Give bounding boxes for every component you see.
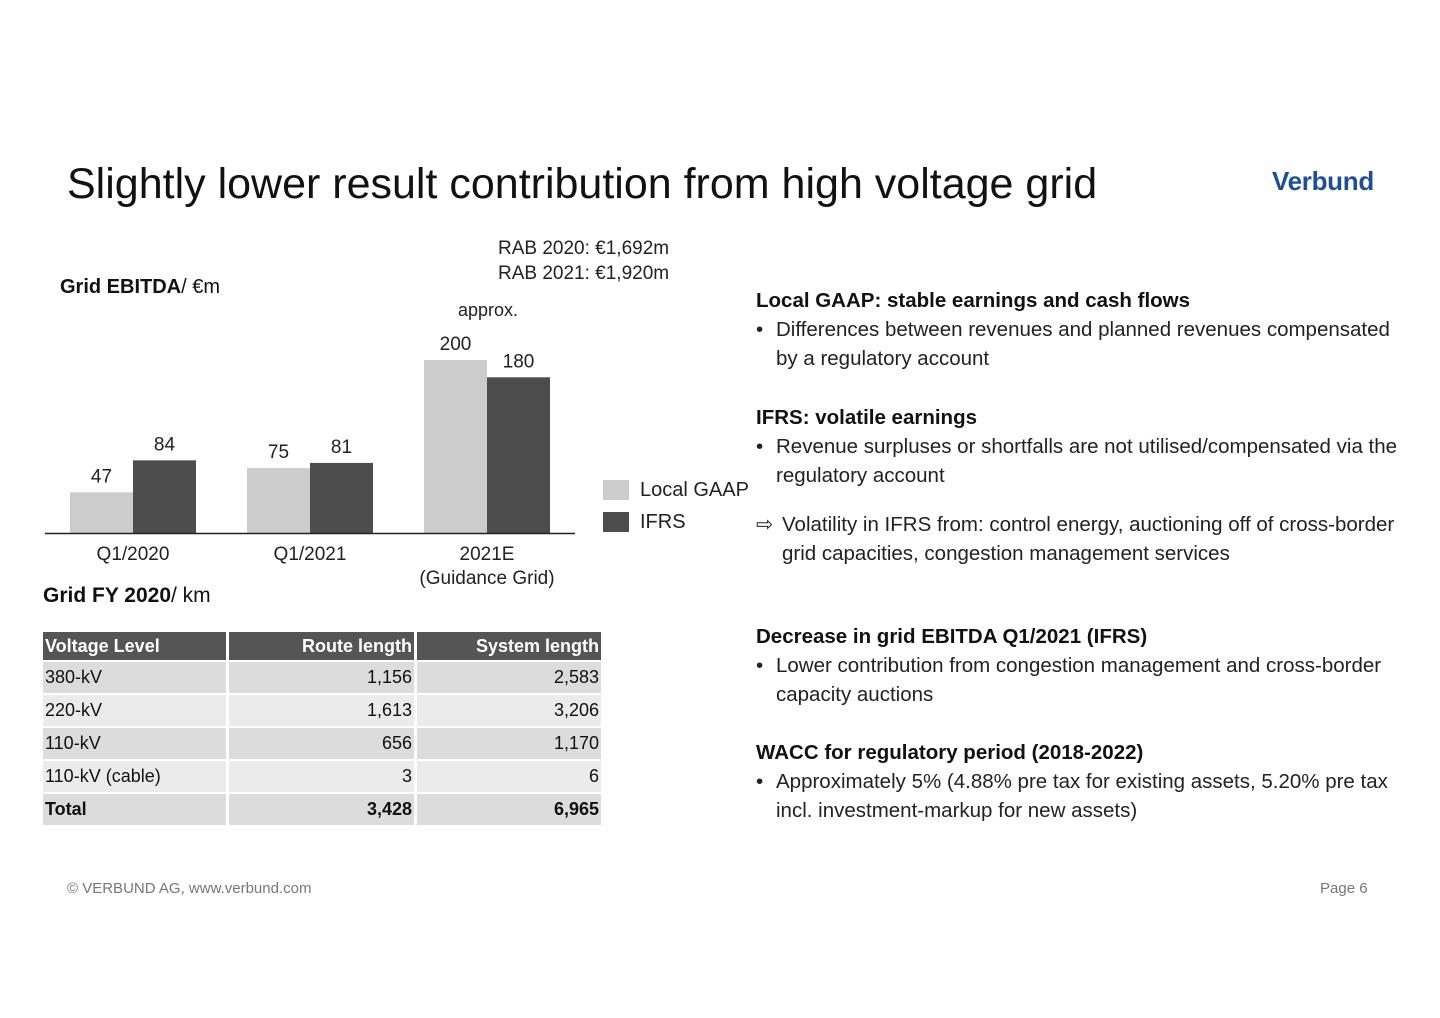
table-title-unit: / km: [171, 584, 211, 607]
cell-voltage: Total: [43, 794, 229, 827]
cell-system: 6,965: [417, 794, 601, 827]
section-wacc: WACC for regulatory period (2018-2022) •…: [756, 738, 1406, 825]
cell-voltage: 110-kV: [43, 728, 229, 761]
category-label: Q1/2020: [97, 544, 170, 565]
chart-legend: Local GAAP IFRS: [603, 474, 749, 538]
category-sublabel: (Guidance Grid): [419, 568, 554, 589]
bullet-dot-icon: •: [756, 318, 764, 341]
heading-local-gaap: Local GAAP: stable earnings and cash flo…: [756, 289, 1191, 312]
cell-route: 3,428: [229, 794, 417, 827]
footer-page-number: Page 6: [1320, 880, 1368, 897]
data-label-ifrs: 81: [331, 437, 352, 458]
volatility-text: Volatility in IFRS from: control energy,…: [782, 513, 1395, 565]
cell-system: 1,170: [417, 728, 601, 761]
data-label-ifrs: 180: [503, 351, 535, 372]
section-local-gaap: Local GAAP: stable earnings and cash flo…: [756, 286, 1406, 373]
bullet-item: • Differences between revenues and plann…: [756, 315, 1406, 373]
ebitda-bar-chart: 47 84 Q1/2020 75 81 Q1/2021 200 180 2021E (Guidan…: [45, 334, 575, 589]
legend-item-ifrs: IFRS: [603, 506, 749, 538]
chart-title: Grid EBITDA/ €m: [60, 276, 220, 299]
page-title: Slightly lower result contribution from …: [67, 160, 1098, 208]
footer-copyright: © VERBUND AG, www.verbund.com: [67, 880, 312, 897]
bar-ifrs: [310, 462, 373, 533]
bullet-dot-icon: •: [756, 435, 764, 458]
data-label-local-gaap: 200: [440, 334, 472, 355]
bullet-item: • Lower contribution from congestion man…: [756, 651, 1406, 709]
bullet-text: Differences between revenues and planned…: [776, 318, 1390, 370]
chart-title-unit: / €m: [181, 276, 221, 298]
table-header-row: Voltage Level Route length System length: [43, 632, 601, 662]
bullet-text: Revenue surpluses or shortfalls are not …: [776, 435, 1398, 487]
legend-label-local-gaap: Local GAAP: [640, 478, 749, 501]
bullet-text: Lower contribution from congestion manag…: [776, 654, 1382, 706]
data-label-ifrs: 84: [154, 434, 176, 455]
verbund-logo: Verbund: [1272, 166, 1374, 196]
col-system-length: System length: [417, 632, 601, 662]
approx-label: approx.: [458, 300, 519, 320]
legend-label-ifrs: IFRS: [640, 510, 686, 533]
bar-local-gaap: [247, 468, 310, 533]
bullet-dot-icon: •: [756, 654, 764, 677]
heading-wacc: WACC for regulatory period (2018-2022): [756, 741, 1144, 764]
table-title-bold: Grid FY 2020: [43, 584, 172, 607]
heading-decrease: Decrease in grid EBITDA Q1/2021 (IFRS): [756, 625, 1148, 648]
category-label: 2021E: [460, 544, 515, 565]
table-row: 380-kV 1,156 2,583: [43, 662, 601, 695]
table-row: 220-kV 1,613 3,206: [43, 695, 601, 728]
bullet-item: • Revenue surpluses or shortfalls are no…: [756, 432, 1406, 490]
grid-length-table: Voltage Level Route length System length…: [43, 632, 601, 827]
bar-local-gaap: [424, 360, 487, 533]
section-ifrs: IFRS: volatile earnings • Revenue surplu…: [756, 403, 1406, 490]
bar-ifrs: [133, 460, 196, 533]
legend-swatch-ifrs: [603, 512, 629, 532]
cell-route: 656: [229, 728, 417, 761]
cell-route: 1,156: [229, 662, 417, 695]
category-label: Q1/2021: [274, 544, 347, 565]
cell-voltage: 110-kV (cable): [43, 761, 229, 794]
cell-voltage: 220-kV: [43, 695, 229, 728]
legend-item-local-gaap: Local GAAP: [603, 474, 749, 506]
bullet-text: Approximately 5% (4.88% pre tax for exis…: [776, 770, 1388, 822]
bullet-dot-icon: •: [756, 770, 764, 793]
legend-swatch-local-gaap: [603, 480, 629, 500]
data-label-local-gaap: 47: [91, 466, 112, 487]
table-row: 110-kV (cable) 3 6: [43, 761, 601, 794]
cell-voltage: 380-kV: [43, 662, 229, 695]
table-row: 110-kV 656 1,170: [43, 728, 601, 761]
volatility-note: ⇨ Volatility in IFRS from: control energ…: [756, 510, 1406, 568]
col-voltage-level: Voltage Level: [43, 632, 229, 662]
table-title: Grid FY 2020/ km: [43, 584, 211, 608]
section-decrease: Decrease in grid EBITDA Q1/2021 (IFRS) •…: [756, 622, 1406, 709]
cell-system: 3,206: [417, 695, 601, 728]
cell-route: 3: [229, 761, 417, 794]
rab-2021: RAB 2021: €1,920m: [498, 263, 670, 284]
data-label-local-gaap: 75: [268, 442, 289, 463]
bullet-item: • Approximately 5% (4.88% pre tax for ex…: [756, 767, 1406, 825]
chart-title-bold: Grid EBITDA: [60, 276, 182, 298]
table-row-total: Total 3,428 6,965: [43, 794, 601, 827]
bar-ifrs: [487, 377, 550, 533]
rab-2020: RAB 2020: €1,692m: [498, 238, 670, 259]
col-route-length: Route length: [229, 632, 417, 662]
rab-note: RAB 2020: €1,692m RAB 2021: €1,920m: [498, 236, 669, 286]
bar-local-gaap: [70, 492, 133, 533]
heading-ifrs: IFRS: volatile earnings: [756, 406, 977, 429]
commentary-panel: Local GAAP: stable earnings and cash flo…: [756, 286, 1406, 855]
cell-system: 2,583: [417, 662, 601, 695]
cell-system: 6: [417, 761, 601, 794]
arrow-right-icon: ⇨: [756, 513, 774, 536]
cell-route: 1,613: [229, 695, 417, 728]
